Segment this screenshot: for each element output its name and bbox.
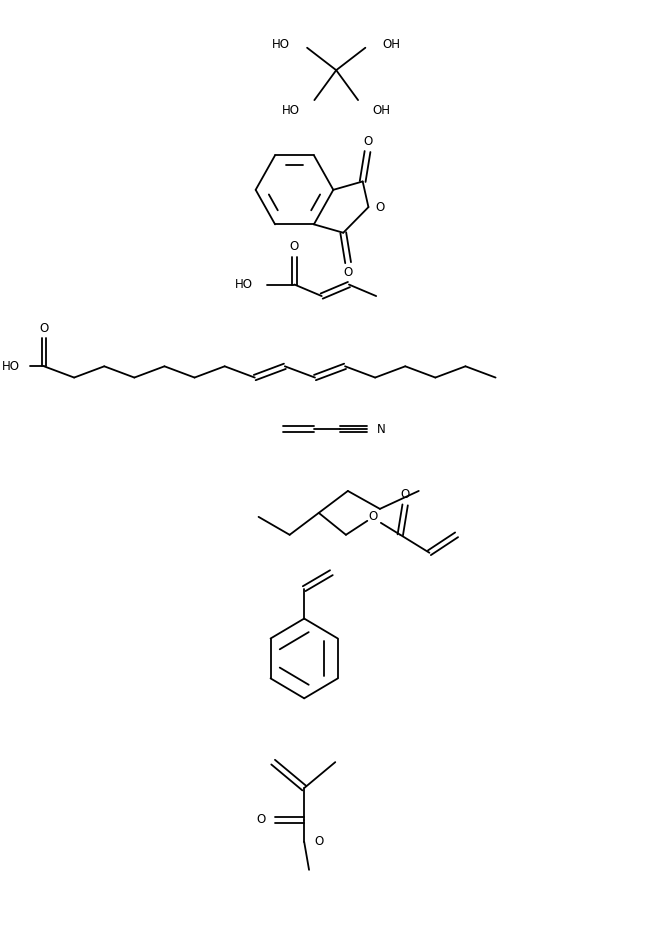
- Text: HO: HO: [282, 104, 300, 117]
- Text: OH: OH: [383, 39, 401, 51]
- Text: O: O: [369, 510, 378, 523]
- Text: HO: HO: [235, 278, 253, 291]
- Text: HO: HO: [2, 359, 20, 373]
- Text: OH: OH: [373, 104, 390, 117]
- Text: O: O: [401, 488, 410, 502]
- Text: O: O: [39, 322, 49, 335]
- Text: O: O: [256, 813, 266, 826]
- Text: O: O: [375, 200, 384, 214]
- Text: HO: HO: [272, 39, 290, 51]
- Text: O: O: [314, 836, 323, 849]
- Text: N: N: [377, 423, 385, 436]
- Text: O: O: [290, 240, 299, 253]
- Text: O: O: [344, 266, 353, 279]
- Text: O: O: [363, 136, 372, 148]
